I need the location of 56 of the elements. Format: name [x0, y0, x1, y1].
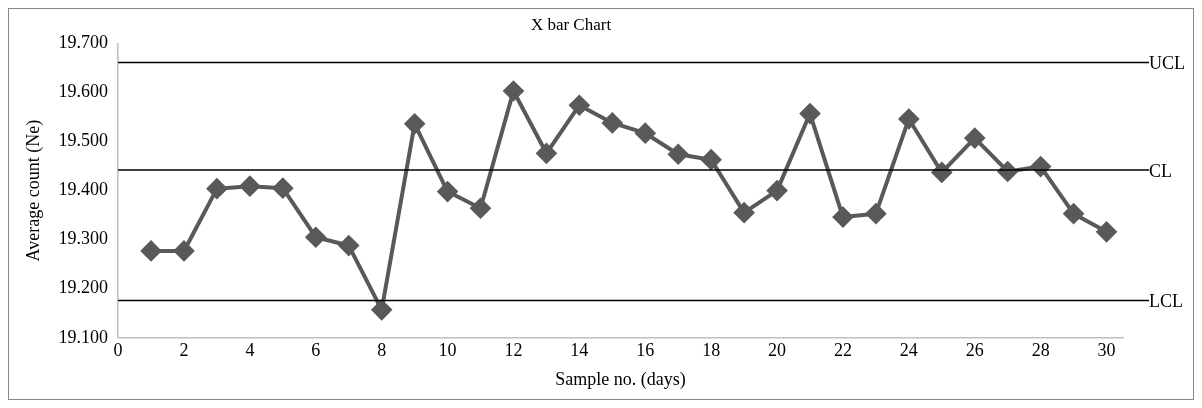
x-tick-label: 2	[179, 340, 189, 361]
y-tick-label: 19.600	[58, 81, 109, 102]
x-tick-label: 18	[702, 340, 721, 361]
y-tick-label: 19.300	[58, 228, 109, 249]
point	[437, 181, 458, 202]
chart-title: X bar Chart	[530, 14, 612, 34]
point	[832, 207, 853, 228]
point	[174, 240, 194, 261]
x-tick-label: 0	[113, 340, 123, 361]
x-tick-label: 20	[768, 340, 787, 361]
x-tick-label: 16	[636, 340, 655, 361]
point	[701, 149, 722, 170]
point	[1063, 203, 1084, 224]
point	[141, 240, 162, 261]
point	[371, 299, 392, 320]
x-tick-label: 14	[570, 340, 589, 361]
point	[569, 95, 590, 116]
point	[865, 203, 886, 224]
x-tick-label: 24	[899, 340, 918, 361]
point	[404, 113, 425, 134]
point	[272, 178, 293, 199]
point	[206, 178, 227, 199]
point	[239, 176, 260, 197]
x-tick-label: 4	[245, 340, 255, 361]
x-axis-title: Sample no. (days)	[555, 368, 686, 390]
ref-line-label: UCL	[1149, 53, 1185, 74]
point	[635, 123, 656, 144]
point	[305, 227, 326, 248]
x-tick-label: 30	[1097, 340, 1116, 361]
y-tick-label: 19.500	[58, 130, 109, 151]
point	[898, 108, 919, 129]
x-tick-label: 22	[833, 340, 852, 361]
y-axis-title: Average count (Ne)	[22, 119, 44, 262]
x-tick-label: 10	[438, 340, 457, 361]
x-tick-label: 12	[504, 340, 523, 361]
point	[602, 112, 623, 133]
x-tick-label: 28	[1031, 340, 1050, 361]
point	[964, 128, 985, 149]
x-tick-label: 6	[311, 340, 321, 361]
x-tick-label: 8	[377, 340, 387, 361]
point	[734, 202, 755, 223]
point	[800, 103, 820, 124]
point	[470, 198, 491, 219]
point	[536, 143, 557, 164]
ref-line-label: LCL	[1149, 291, 1183, 312]
ref-line-label: CL	[1149, 160, 1173, 181]
point	[767, 180, 788, 201]
y-tick-label: 19.100	[58, 326, 109, 347]
y-tick-label: 19.700	[58, 32, 109, 53]
point	[1096, 221, 1117, 242]
point	[668, 144, 689, 165]
point	[338, 235, 359, 256]
point	[503, 81, 524, 101]
x-tick-label: 26	[965, 340, 984, 361]
y-tick-label: 19.200	[58, 277, 109, 298]
y-tick-label: 19.400	[58, 179, 109, 200]
